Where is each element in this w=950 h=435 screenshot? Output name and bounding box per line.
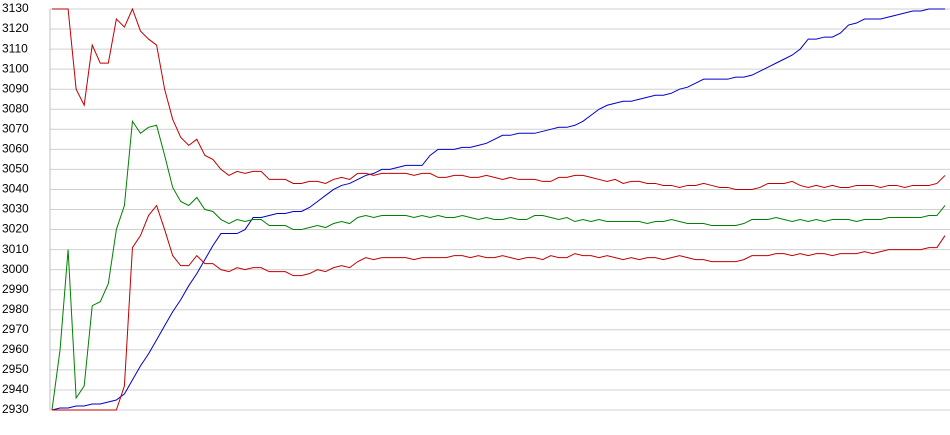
y-tick-label: 3010 [2,242,29,256]
y-tick-label: 3090 [2,81,29,95]
series-line [51,8,945,411]
y-tick-label: 2990 [2,282,29,296]
y-tick-label: 3070 [2,121,29,135]
y-tick-label: 3120 [2,21,29,35]
y-tick-label: 3130 [2,1,29,15]
y-tick-label: 2960 [2,342,29,356]
y-tick-label: 2930 [2,402,29,416]
y-tick-label: 3000 [2,262,29,276]
y-tick-label: 3050 [2,162,29,176]
series-line [52,7,946,190]
y-tick-label: 3060 [2,142,29,156]
y-tick-label: 3020 [2,222,29,236]
y-tick-label: 2970 [2,322,29,336]
y-tick-label: 2940 [2,382,29,396]
y-tick-label: 3080 [2,101,29,115]
y-tick-label: 2950 [2,362,29,376]
y-tick-label: 2980 [2,302,29,316]
y-tick-label: 3110 [2,41,28,55]
y-tick-label: 3040 [2,182,29,196]
y-tick-label: 3030 [2,202,29,216]
y-tick-label: 3100 [2,61,29,75]
series-line [52,204,946,411]
series-line [51,119,946,411]
